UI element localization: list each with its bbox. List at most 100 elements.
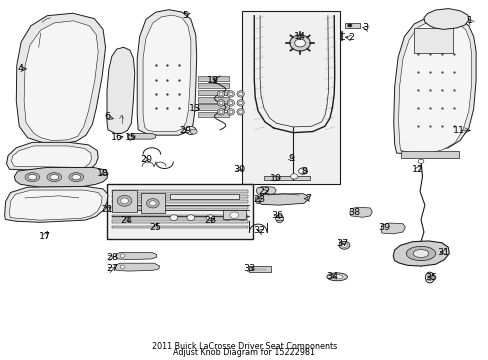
Bar bbox=[197, 76, 229, 81]
Ellipse shape bbox=[69, 173, 83, 181]
Text: 5: 5 bbox=[182, 10, 187, 19]
Ellipse shape bbox=[427, 274, 431, 281]
Polygon shape bbox=[380, 223, 405, 234]
Text: 36: 36 bbox=[271, 211, 283, 220]
Bar bbox=[112, 190, 137, 212]
Bar bbox=[400, 151, 458, 158]
Text: 11: 11 bbox=[452, 126, 464, 135]
Text: 24: 24 bbox=[120, 216, 132, 225]
Ellipse shape bbox=[219, 92, 223, 95]
Polygon shape bbox=[393, 15, 475, 154]
Text: 8: 8 bbox=[301, 167, 306, 176]
Bar bbox=[112, 201, 248, 203]
Text: 22: 22 bbox=[258, 187, 269, 196]
Polygon shape bbox=[107, 47, 135, 134]
Text: 39: 39 bbox=[377, 223, 389, 232]
Ellipse shape bbox=[347, 24, 351, 27]
Ellipse shape bbox=[185, 127, 196, 134]
Text: 10: 10 bbox=[270, 174, 282, 183]
Polygon shape bbox=[14, 167, 108, 187]
Ellipse shape bbox=[237, 91, 244, 97]
Ellipse shape bbox=[217, 100, 224, 106]
Bar bbox=[249, 266, 271, 272]
Polygon shape bbox=[392, 241, 448, 266]
Ellipse shape bbox=[206, 215, 214, 221]
Ellipse shape bbox=[219, 101, 223, 104]
Ellipse shape bbox=[406, 246, 435, 261]
Polygon shape bbox=[259, 194, 307, 205]
Text: 9: 9 bbox=[288, 154, 294, 163]
Ellipse shape bbox=[120, 254, 125, 257]
Text: 3: 3 bbox=[362, 23, 368, 32]
Bar bbox=[413, 28, 452, 53]
Bar bbox=[264, 176, 310, 180]
Text: 13: 13 bbox=[188, 104, 201, 113]
Text: 35: 35 bbox=[425, 273, 437, 282]
Polygon shape bbox=[255, 196, 273, 204]
Ellipse shape bbox=[217, 91, 224, 97]
Ellipse shape bbox=[294, 39, 305, 47]
Bar bbox=[197, 112, 229, 117]
Ellipse shape bbox=[237, 109, 244, 115]
Bar bbox=[197, 90, 229, 95]
Bar bbox=[107, 184, 253, 239]
Ellipse shape bbox=[237, 100, 244, 106]
Ellipse shape bbox=[275, 215, 283, 223]
Text: 23: 23 bbox=[253, 195, 264, 204]
Bar bbox=[112, 226, 248, 228]
Polygon shape bbox=[398, 19, 471, 153]
Text: 14: 14 bbox=[293, 32, 305, 41]
Ellipse shape bbox=[219, 110, 223, 113]
Ellipse shape bbox=[238, 215, 245, 221]
Text: 38: 38 bbox=[348, 208, 360, 217]
Ellipse shape bbox=[190, 129, 197, 134]
Text: 26: 26 bbox=[204, 216, 216, 225]
Text: 15: 15 bbox=[125, 133, 137, 142]
Bar bbox=[170, 194, 238, 199]
Text: 4: 4 bbox=[17, 64, 23, 73]
Ellipse shape bbox=[330, 275, 342, 279]
Text: 37: 37 bbox=[335, 239, 347, 248]
Text: 2011 Buick LaCrosse Driver Seat Components: 2011 Buick LaCrosse Driver Seat Componen… bbox=[152, 342, 336, 351]
Text: 31: 31 bbox=[436, 248, 448, 257]
Ellipse shape bbox=[217, 109, 224, 115]
Ellipse shape bbox=[121, 198, 128, 204]
Ellipse shape bbox=[228, 101, 232, 104]
Ellipse shape bbox=[290, 174, 297, 179]
Ellipse shape bbox=[238, 92, 242, 95]
Ellipse shape bbox=[169, 215, 177, 221]
Bar bbox=[112, 215, 248, 218]
Bar bbox=[242, 12, 339, 184]
Text: 18: 18 bbox=[97, 169, 109, 178]
Text: 2: 2 bbox=[347, 33, 353, 42]
Polygon shape bbox=[115, 263, 159, 271]
Text: 33: 33 bbox=[243, 265, 255, 274]
Polygon shape bbox=[256, 186, 276, 195]
Ellipse shape bbox=[131, 135, 135, 138]
Ellipse shape bbox=[227, 91, 234, 97]
Bar bbox=[112, 206, 248, 209]
Polygon shape bbox=[137, 10, 196, 135]
Text: 17: 17 bbox=[39, 232, 50, 241]
Ellipse shape bbox=[72, 175, 81, 180]
Text: 25: 25 bbox=[149, 223, 162, 232]
Text: 28: 28 bbox=[106, 253, 118, 262]
Ellipse shape bbox=[117, 195, 132, 206]
Polygon shape bbox=[4, 186, 108, 222]
Bar bbox=[344, 23, 359, 28]
Ellipse shape bbox=[227, 109, 234, 115]
Polygon shape bbox=[127, 134, 156, 139]
Polygon shape bbox=[116, 252, 157, 260]
Text: 27: 27 bbox=[106, 265, 118, 274]
Bar bbox=[112, 220, 248, 223]
Ellipse shape bbox=[50, 175, 59, 180]
Ellipse shape bbox=[238, 101, 242, 104]
Ellipse shape bbox=[338, 241, 349, 249]
Ellipse shape bbox=[229, 212, 238, 219]
Ellipse shape bbox=[120, 265, 125, 269]
Ellipse shape bbox=[298, 168, 307, 174]
Text: 20: 20 bbox=[140, 155, 152, 164]
Polygon shape bbox=[143, 15, 190, 132]
Ellipse shape bbox=[228, 92, 232, 95]
Text: 32: 32 bbox=[253, 226, 264, 235]
